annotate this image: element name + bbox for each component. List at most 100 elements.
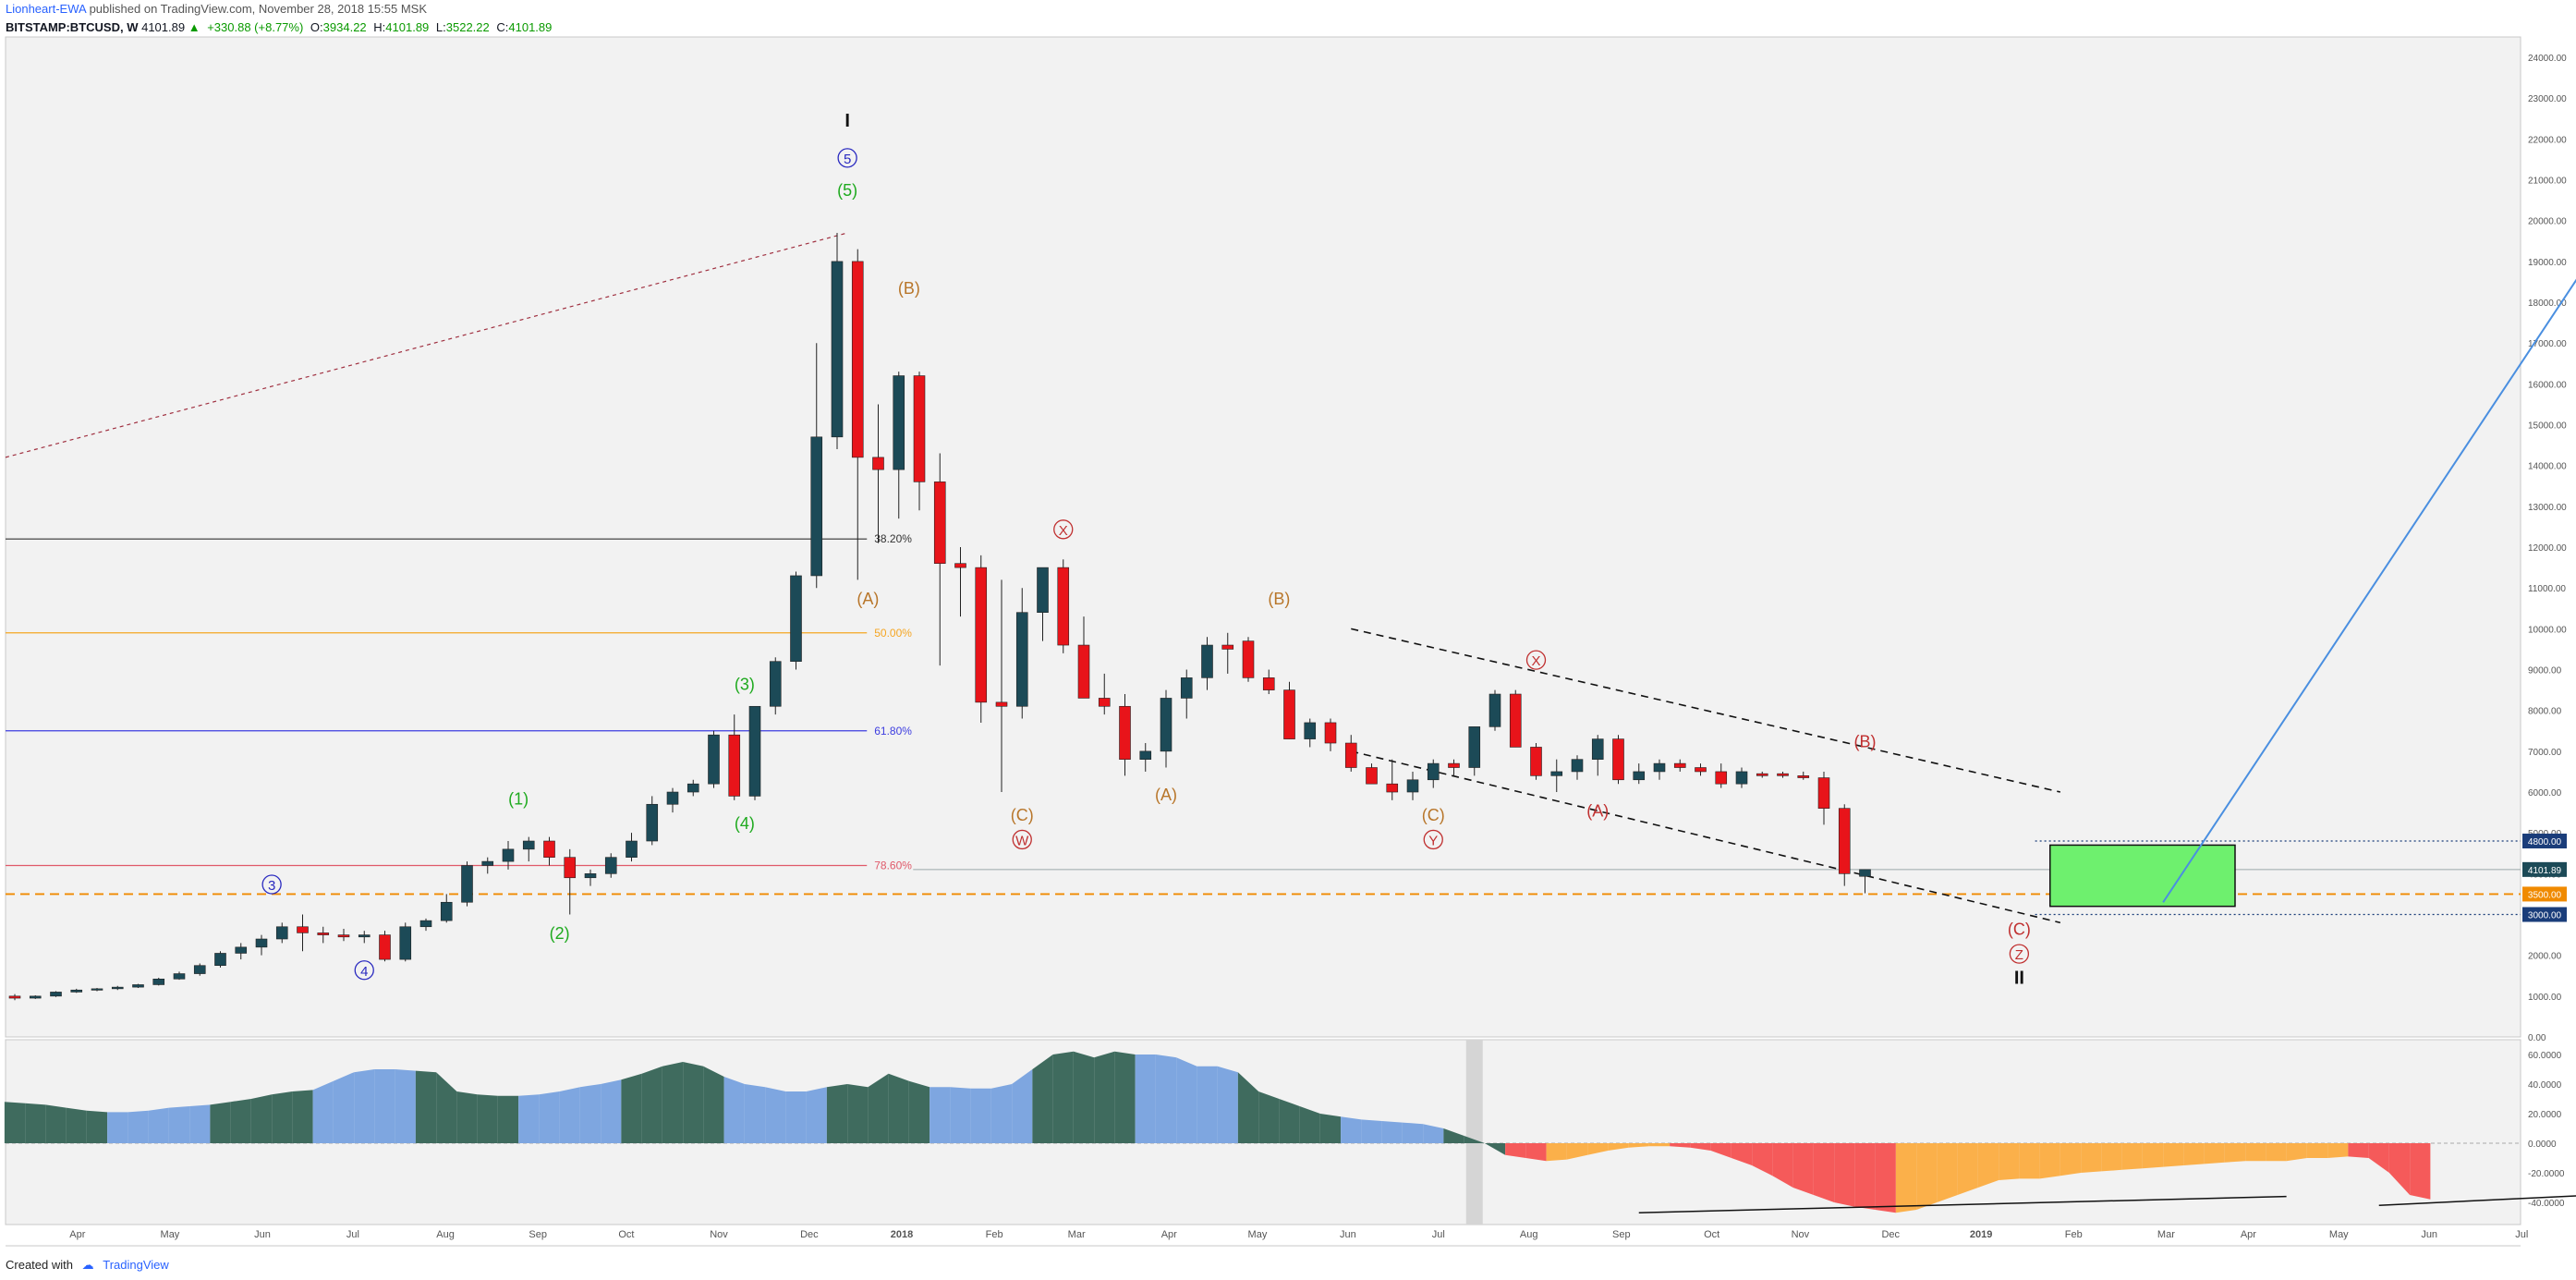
candle-body — [91, 988, 103, 991]
wave-label: (1) — [508, 789, 529, 808]
candle-body — [1015, 612, 1028, 707]
candle-body — [975, 567, 988, 703]
candle-body — [790, 575, 802, 662]
tradingview-brand[interactable]: TradingView — [103, 1258, 169, 1272]
wave-label: (B) — [898, 279, 920, 298]
wave-label: (4) — [735, 814, 755, 833]
oscillator-area — [868, 1073, 889, 1143]
oscillator-area — [333, 1072, 355, 1143]
fib-level-label: 61.80% — [874, 725, 912, 738]
oscillator-area — [2019, 1143, 2040, 1179]
candle-body — [29, 995, 42, 999]
candle-body — [1139, 750, 1152, 760]
oscillator-area — [107, 1112, 128, 1143]
oscillator-area — [1217, 1066, 1238, 1143]
candle-body — [235, 946, 248, 954]
channel-upper-line — [1351, 628, 2061, 793]
x-tick-label: Nov — [1792, 1229, 1810, 1240]
x-tick-label: Apr — [2241, 1229, 2256, 1240]
oscillator-area — [1710, 1143, 1732, 1158]
author-link[interactable]: Lionheart-EWA — [6, 2, 86, 16]
candle-body — [1119, 705, 1131, 760]
candle-body — [173, 973, 186, 980]
wave-label: II — [2014, 969, 2024, 989]
oscillator-area — [1813, 1143, 1835, 1202]
price-axis-tag — [2522, 907, 2567, 922]
wave-circle-icon — [837, 148, 857, 168]
candle-body — [1160, 698, 1173, 752]
y-tick-label: 0.00 — [2528, 1033, 2546, 1043]
oscillator-area — [250, 1094, 273, 1143]
oscillator-highlight-bar — [1465, 1040, 1483, 1225]
symbol[interactable]: BITSTAMP:BTCUSD, W — [6, 20, 139, 34]
candle-body — [50, 992, 62, 997]
oscillator-area — [579, 1084, 601, 1143]
x-tick-label: May — [1248, 1229, 1268, 1240]
oscillator-area — [25, 1103, 46, 1143]
candle-body — [1077, 644, 1090, 699]
oscillator-area — [1792, 1143, 1814, 1195]
candle-body — [1735, 771, 1748, 785]
oscillator-area — [1546, 1143, 1567, 1162]
x-tick-label: May — [161, 1229, 180, 1240]
oscillator-area — [128, 1110, 149, 1143]
candle-body — [1344, 742, 1357, 768]
x-tick-label: Mar — [2157, 1229, 2175, 1240]
oscillator-area — [2306, 1143, 2328, 1158]
oscillator-area — [1012, 1069, 1033, 1143]
y-tick-label: 24000.00 — [2528, 54, 2567, 64]
candle-body — [8, 995, 21, 999]
oscillator-area — [497, 1095, 519, 1143]
candle-body — [419, 920, 432, 928]
candle-body — [646, 803, 659, 842]
oscillator-area — [189, 1104, 211, 1143]
x-tick-label: Dec — [1881, 1229, 1900, 1240]
oscillator-area — [374, 1069, 395, 1143]
oscillator-area — [1937, 1143, 1958, 1202]
oscillator-area — [641, 1066, 662, 1143]
y-tick-label: 13000.00 — [2528, 503, 2567, 513]
oscillator-area — [2245, 1143, 2266, 1162]
candle-body — [337, 934, 350, 938]
candle-body — [399, 926, 412, 960]
candle-body — [708, 734, 720, 785]
wave-label: W — [1015, 833, 1029, 848]
x-tick-label: Oct — [1704, 1229, 1719, 1240]
x-tick-label: Mar — [1068, 1229, 1086, 1240]
candle-body — [481, 860, 494, 866]
y-tick-label: 6000.00 — [2528, 788, 2562, 798]
y-tick-label: 16000.00 — [2528, 380, 2567, 390]
y-tick-label: 10000.00 — [2528, 625, 2567, 635]
wave-label: I — [844, 111, 850, 131]
oscillator-area — [395, 1069, 416, 1143]
oscillator-area — [2142, 1143, 2164, 1169]
candle-body — [1324, 722, 1337, 744]
tradingview-logo-icon[interactable]: ☁ — [81, 1258, 94, 1272]
candle-body — [1612, 738, 1624, 781]
oscillator-area — [2204, 1143, 2225, 1164]
oscillator-area — [45, 1104, 67, 1143]
oscillator-tick-label: 40.0000 — [2528, 1080, 2562, 1091]
oscillator-area — [1402, 1122, 1424, 1143]
candle-body — [255, 938, 268, 948]
wave-label: (C) — [1011, 806, 1034, 824]
high-label: H: — [373, 20, 386, 34]
oscillator-area — [1423, 1124, 1444, 1143]
oscillator-area — [1628, 1143, 1649, 1148]
candle-body — [1633, 771, 1646, 781]
candle-body — [1057, 567, 1070, 646]
wave-label: (A) — [1155, 786, 1177, 804]
oscillator-area — [292, 1090, 313, 1143]
oscillator-tick-label: 60.0000 — [2528, 1051, 2562, 1061]
candle-body — [214, 953, 226, 967]
candle-body — [1386, 783, 1399, 793]
y-tick-label: 23000.00 — [2528, 94, 2567, 104]
candle-body — [461, 865, 473, 903]
candle-body — [872, 457, 884, 470]
oscillator-area — [1854, 1143, 1876, 1210]
target-zone-box — [2049, 844, 2236, 908]
oscillator-area — [415, 1070, 437, 1143]
oscillator-area — [1299, 1106, 1320, 1143]
oscillator-area — [230, 1099, 251, 1143]
